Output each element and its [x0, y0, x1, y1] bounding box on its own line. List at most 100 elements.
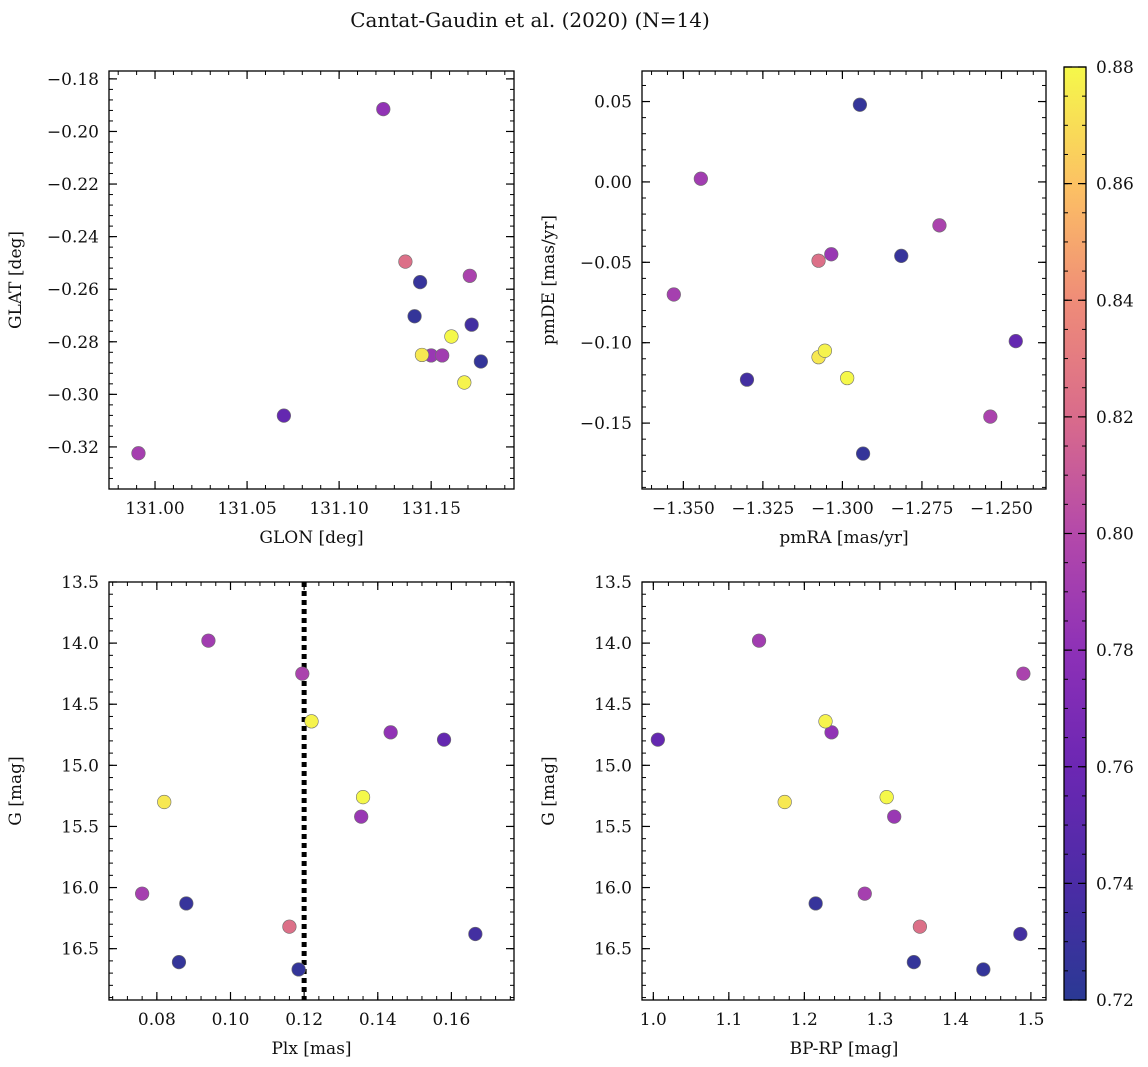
- y-tick-label: −0.24: [47, 228, 99, 248]
- y-tick-label: −0.15: [580, 414, 632, 434]
- x-tick-label: −1.275: [890, 499, 953, 519]
- x-tick-label: 131.00: [125, 499, 184, 519]
- data-point: [383, 725, 398, 740]
- y-tick-label: 14.5: [61, 695, 99, 715]
- data-point: [414, 347, 430, 363]
- y-tick-label: −0.05: [580, 253, 632, 273]
- data-point: [824, 725, 839, 740]
- x-tick-label: 1.5: [1017, 1010, 1044, 1030]
- x-tick-label: 1.4: [942, 1010, 969, 1030]
- panel-bprp-g: 1.0 1.1 1.2 1.3 1.4 1.5 13.5 14.0 14.5 15.0 15.5 16…: [539, 573, 1047, 1059]
- data-point: [879, 790, 894, 805]
- data-point: [840, 370, 855, 386]
- data-point: [818, 714, 833, 729]
- data-point: [777, 794, 792, 810]
- data-point: [354, 809, 369, 824]
- x-tick-label: 131.15: [401, 499, 460, 519]
- x-tick-label: 0.14: [359, 1010, 397, 1030]
- data-point: [855, 446, 871, 461]
- data-point: [468, 926, 483, 942]
- y-tick-label: 15.5: [61, 817, 99, 837]
- colorbar-tick-label: 0.88: [1096, 58, 1134, 78]
- x-tick-label: 1.3: [866, 1010, 893, 1030]
- colorbar-tick-label: 0.84: [1096, 291, 1134, 311]
- colorbar-tick-label: 0.72: [1096, 991, 1134, 1011]
- y-axis-label: G [mag]: [6, 756, 26, 825]
- data-point: [131, 446, 146, 461]
- data-point: [462, 268, 477, 283]
- x-tick-label: 0.16: [432, 1010, 470, 1030]
- colorbar-tick-label: 0.82: [1096, 408, 1134, 428]
- data-point: [852, 97, 868, 112]
- data-point: [473, 354, 488, 369]
- y-tick-label: 16.0: [61, 879, 99, 899]
- colorbar-tick-label: 0.76: [1096, 758, 1134, 778]
- data-point: [291, 962, 306, 977]
- y-tick-label: −0.18: [47, 70, 99, 90]
- data-point: [1016, 666, 1031, 681]
- data-point: [295, 666, 310, 681]
- data-point: [435, 348, 450, 363]
- minor-ticks: [642, 71, 1046, 489]
- data-point: [912, 919, 927, 934]
- y-tick-label: −0.22: [47, 175, 99, 195]
- x-tick-label: 0.08: [138, 1010, 176, 1030]
- x-tick-label: 1.2: [791, 1010, 818, 1030]
- y-tick-label: 14.0: [594, 634, 632, 654]
- data-point: [1008, 333, 1023, 349]
- y-axis-label: G [mag]: [539, 756, 559, 825]
- minor-ticks: [109, 71, 514, 489]
- x-axis-label: Plx [mas]: [271, 1039, 351, 1059]
- axes-frame: [108, 70, 515, 490]
- data-point: [906, 955, 921, 970]
- data-point: [824, 247, 839, 262]
- y-tick-label: 15.5: [594, 817, 632, 837]
- data-point: [398, 254, 413, 269]
- data-point: [894, 248, 909, 263]
- y-tick-label: 13.5: [61, 573, 99, 593]
- scatter-points: [666, 97, 1023, 461]
- x-tick-label: −1.300: [811, 499, 874, 519]
- x-axis-label: BP-RP [mag]: [790, 1039, 899, 1059]
- data-point: [983, 409, 998, 424]
- data-point: [171, 955, 187, 970]
- y-tick-label: 14.0: [61, 634, 99, 654]
- data-point: [976, 962, 991, 977]
- y-tick-label: 14.5: [594, 695, 632, 715]
- x-tick-label: 0.10: [212, 1010, 250, 1030]
- colorbar-tick-label: 0.86: [1096, 175, 1134, 195]
- data-point: [276, 408, 291, 423]
- y-tick-label: 0.05: [594, 93, 632, 113]
- x-tick-label: 131.10: [309, 499, 368, 519]
- y-tick-label: −0.32: [47, 438, 99, 458]
- data-point: [457, 375, 472, 390]
- y-tick-label: −0.10: [580, 334, 632, 354]
- x-tick-label: 1.1: [715, 1010, 742, 1030]
- y-tick-label: 16.5: [594, 940, 632, 960]
- data-point: [179, 896, 194, 911]
- x-tick-label: 131.05: [217, 499, 276, 519]
- y-tick-label: −0.26: [47, 280, 99, 300]
- data-point: [413, 275, 428, 290]
- axes-frame: [641, 70, 1047, 490]
- data-point: [444, 329, 459, 344]
- figure-title: Cantat-Gaudin et al. (2020) (N=14): [350, 8, 710, 32]
- panel-glon-glat: 131.00 131.05 131.10 131.15 −0.18 −0.20 −0.22 −…: [6, 70, 515, 548]
- colorbar: 0.72 0.74 0.76 0.78 0.80 0.82 0.84 0.86 0.88: [1063, 58, 1134, 1011]
- axes-frame: [108, 581, 515, 1001]
- y-tick-label: −0.28: [47, 333, 99, 353]
- data-point: [887, 809, 902, 824]
- panel-plx-g: 0.08 0.10 0.12 0.14 0.16 13.5 14.0 14.5 15.0 15.5…: [6, 573, 515, 1059]
- data-point: [808, 896, 823, 911]
- x-tick-label: −1.325: [731, 499, 794, 519]
- scatter-points: [135, 633, 483, 977]
- y-tick-label: 15.0: [594, 756, 632, 776]
- data-point: [650, 732, 665, 747]
- x-tick-label: 1.0: [640, 1010, 667, 1030]
- data-point: [135, 886, 150, 901]
- x-axis-label: pmRA [mas/yr]: [779, 528, 908, 548]
- data-point: [811, 253, 826, 268]
- y-tick-label: 15.0: [61, 756, 99, 776]
- data-point: [857, 886, 872, 901]
